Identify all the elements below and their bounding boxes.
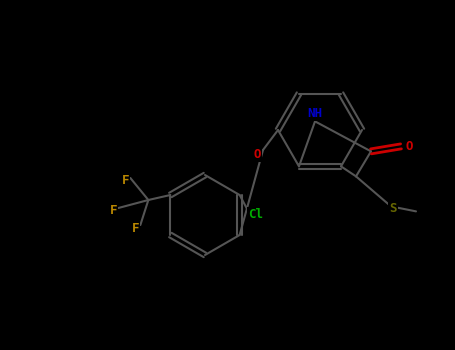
Text: O: O bbox=[405, 140, 413, 153]
Text: F: F bbox=[121, 175, 129, 188]
Text: NH: NH bbox=[308, 107, 323, 120]
Text: F: F bbox=[110, 204, 117, 217]
Text: Cl: Cl bbox=[248, 209, 263, 222]
Text: S: S bbox=[389, 202, 397, 215]
Text: O: O bbox=[253, 147, 261, 161]
Text: F: F bbox=[131, 222, 139, 235]
